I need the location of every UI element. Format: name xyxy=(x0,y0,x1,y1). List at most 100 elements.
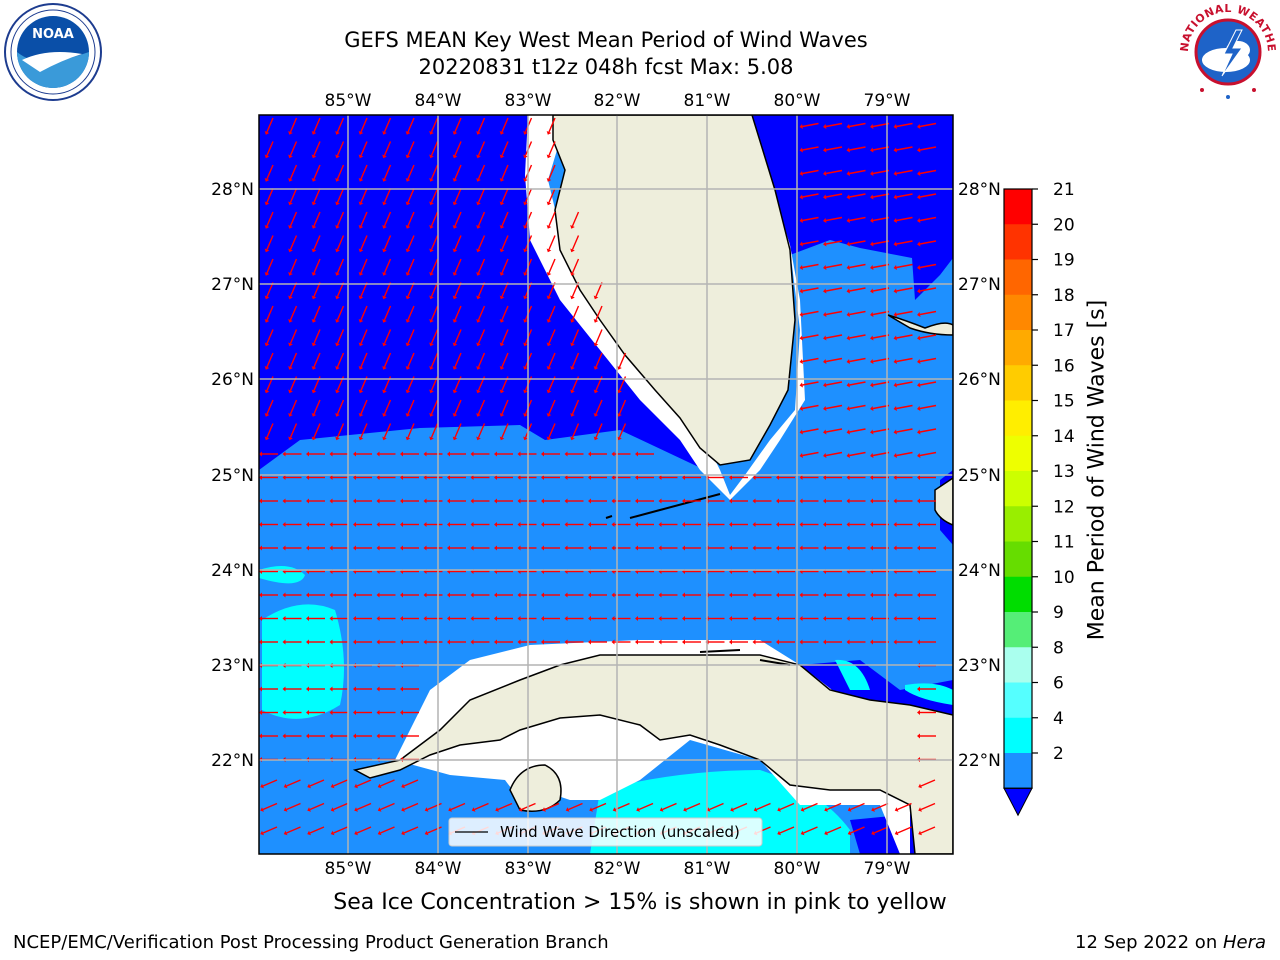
wave-arrow-head xyxy=(282,522,286,527)
wave-arrow-head xyxy=(593,342,599,347)
wave-arrow xyxy=(802,122,819,128)
wave-arrow xyxy=(266,329,274,344)
wave-arrow-head xyxy=(429,201,434,206)
wave-arrow-head xyxy=(470,451,474,457)
wave-arrow xyxy=(383,117,392,133)
coastal-mask-florida xyxy=(525,115,805,500)
footer-date-text: 12 Sep 2022 on xyxy=(1075,932,1223,953)
wave-arrow-head xyxy=(635,522,638,527)
wave-arrow xyxy=(591,802,607,811)
wave-arrow-head xyxy=(570,389,575,394)
wave-arrow xyxy=(309,826,325,834)
wave-arrow-head xyxy=(264,154,270,159)
wave-arrow-head xyxy=(405,131,411,135)
wave-arrow xyxy=(685,802,701,811)
wave-arrow-head xyxy=(846,592,850,598)
wave-arrow-head xyxy=(917,616,920,621)
wave-arrow-head xyxy=(264,178,270,182)
wave-arrow-head xyxy=(894,807,899,812)
wave-arrow-head xyxy=(846,639,850,645)
wave-arrow-head xyxy=(846,616,850,621)
wave-arrow-head xyxy=(611,475,615,480)
wave-arrow-head xyxy=(870,639,873,645)
colorbar-segment xyxy=(1004,224,1032,260)
wave-arrow-head xyxy=(494,616,497,621)
wave-arrow xyxy=(595,399,603,415)
wave-arrow xyxy=(336,282,345,297)
wave-arrow xyxy=(919,216,937,222)
wave-arrow-head xyxy=(517,616,521,621)
wave-arrow-head xyxy=(570,225,575,229)
wave-arrow xyxy=(803,826,818,834)
wave-arrow-head xyxy=(799,429,803,435)
wave-arrow xyxy=(850,826,865,834)
wave-arrow-head xyxy=(870,288,874,294)
wave-arrow-head xyxy=(918,830,922,836)
wave-arrow-head xyxy=(405,436,411,441)
wave-arrow-head xyxy=(588,639,591,645)
wave-arrow-head xyxy=(429,413,434,417)
wave-arrow xyxy=(427,826,442,834)
wave-arrow-head xyxy=(730,807,734,812)
wave-arrow-head xyxy=(376,639,380,645)
wave-arrow-head xyxy=(799,265,803,270)
wave-arrow-head xyxy=(311,272,317,276)
wave-arrow-head xyxy=(382,366,387,370)
wave-arrow-head xyxy=(376,710,380,715)
wave-arrow-head xyxy=(354,830,358,836)
wave-arrow-head xyxy=(564,522,568,527)
map-tick-labels: 85°W 85°W 84°W 84°W 83°W 83°W 82°W 82°W 81°W 81°W… xyxy=(211,91,1001,879)
wave-arrow-head xyxy=(494,451,497,457)
wave-arrow-head xyxy=(470,616,474,621)
wave-arrow-head xyxy=(405,154,411,159)
wave-arrow-head xyxy=(918,783,922,789)
colorbar-tick-label: 21 xyxy=(1053,180,1075,200)
wave-arrow-head xyxy=(846,382,850,388)
wave-arrow xyxy=(595,282,603,297)
wave-arrow-head xyxy=(259,639,262,645)
wave-arrow-head xyxy=(335,366,340,370)
wave-arrow-head xyxy=(423,498,427,504)
wave-arrow-head xyxy=(423,545,427,551)
wave-arrow-head xyxy=(376,545,380,551)
wave-arrow-head xyxy=(353,710,356,715)
wave-arrow-head xyxy=(423,451,427,457)
wave-arrow-head xyxy=(776,522,779,527)
wave-arrow xyxy=(336,235,345,250)
wave-arrow xyxy=(477,305,486,321)
wave-arrow xyxy=(313,352,321,368)
wave-arrow-head xyxy=(264,295,270,300)
wave-arrow-head xyxy=(283,830,288,836)
wave-arrow xyxy=(896,169,913,175)
wave-arrow-head xyxy=(893,639,897,645)
florida-keys xyxy=(605,493,721,519)
wave-arrow xyxy=(501,399,509,415)
wave-arrow xyxy=(407,352,415,368)
wave-arrow-head xyxy=(400,451,403,457)
wave-arrow xyxy=(501,305,509,321)
wave-arrow-head xyxy=(917,545,920,551)
wave-arrow xyxy=(825,310,843,316)
wave-arrow xyxy=(430,141,439,156)
wave-arrow-head xyxy=(846,288,850,294)
wave-arrow-head xyxy=(564,592,568,598)
wave-arrow xyxy=(360,141,368,156)
wave-arrow xyxy=(336,305,345,321)
lon-tick-top: 82°W xyxy=(594,91,641,111)
wave-arrow-head xyxy=(329,522,333,527)
wave-arrow-head xyxy=(288,319,293,323)
wave-arrow-head xyxy=(358,389,364,394)
wave-arrow xyxy=(266,188,274,203)
wave-arrow xyxy=(825,428,843,433)
wave-arrow-head xyxy=(259,475,262,480)
wave-arrow-head xyxy=(870,124,874,129)
footer-date: 12 Sep 2022 on Hera xyxy=(1075,932,1266,953)
wave-arrow-head xyxy=(311,248,317,253)
colorbar-segment xyxy=(1004,365,1032,401)
wave-arrow-head xyxy=(870,522,873,527)
wave-arrow-head xyxy=(358,319,364,323)
wave-arrow xyxy=(919,193,937,198)
wave-arrow xyxy=(825,357,843,363)
wave-arrow xyxy=(289,399,298,415)
wave-arrow xyxy=(266,211,274,227)
